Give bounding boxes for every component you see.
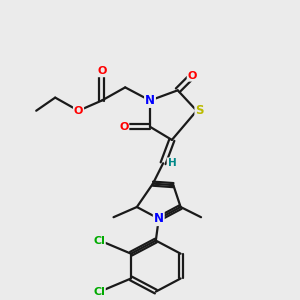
Text: O: O bbox=[188, 71, 197, 81]
Text: S: S bbox=[195, 104, 204, 117]
Text: O: O bbox=[119, 122, 128, 132]
Text: O: O bbox=[97, 66, 106, 76]
Text: Cl: Cl bbox=[93, 236, 105, 246]
Text: N: N bbox=[154, 212, 164, 225]
Text: H: H bbox=[167, 158, 176, 168]
Text: N: N bbox=[145, 94, 155, 107]
Text: Cl: Cl bbox=[93, 286, 105, 297]
Text: O: O bbox=[74, 106, 83, 116]
